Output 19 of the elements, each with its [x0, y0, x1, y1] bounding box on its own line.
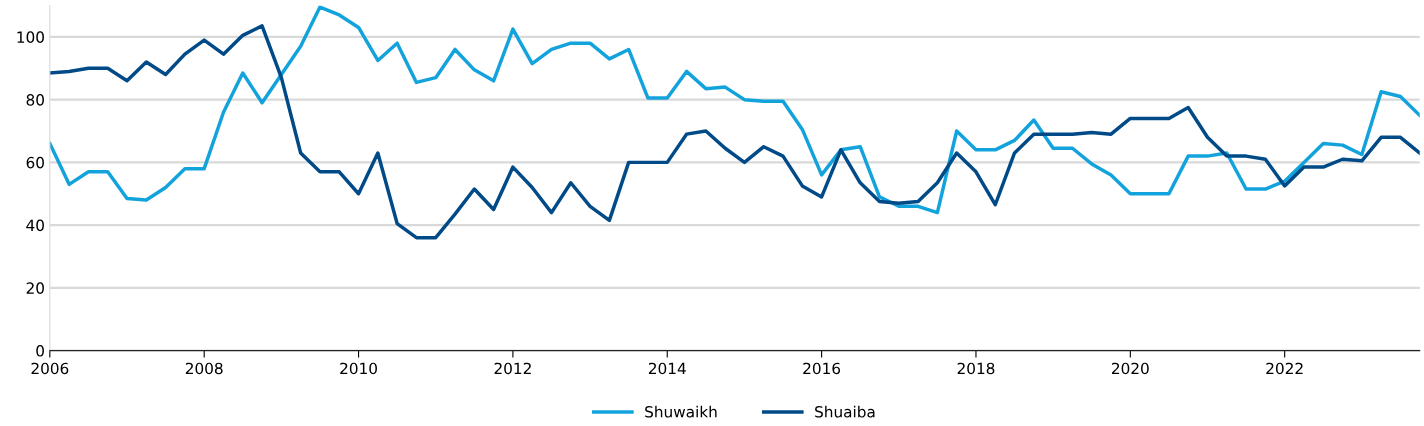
y-tick-label: 0: [36, 345, 44, 357]
y-tick-label: 100: [17, 31, 44, 43]
y-tick-label: 20: [26, 282, 44, 294]
x-tick-label: 2012: [494, 362, 531, 375]
line-series: [49, 24, 1420, 240]
y-tick-label: 60: [26, 156, 44, 169]
x-tick-label: 2018: [957, 362, 995, 375]
x-tick-label: 2006: [31, 362, 69, 375]
y-tick-label: 40: [26, 219, 44, 232]
legend-label: Shuwaikh: [645, 405, 717, 418]
legend-label: Shuaiba: [815, 405, 875, 418]
x-tick-label: 2010: [340, 362, 377, 375]
y-tick-label: 80: [26, 94, 44, 106]
x-tick-label: 2014: [648, 362, 686, 375]
x-tick-label: 2008: [185, 362, 223, 375]
x-tick-label: 2022: [1266, 362, 1303, 375]
x-tick-label: 2016: [803, 362, 841, 375]
line-series: [49, 5, 1420, 215]
x-tick-label: 2020: [1111, 362, 1149, 375]
